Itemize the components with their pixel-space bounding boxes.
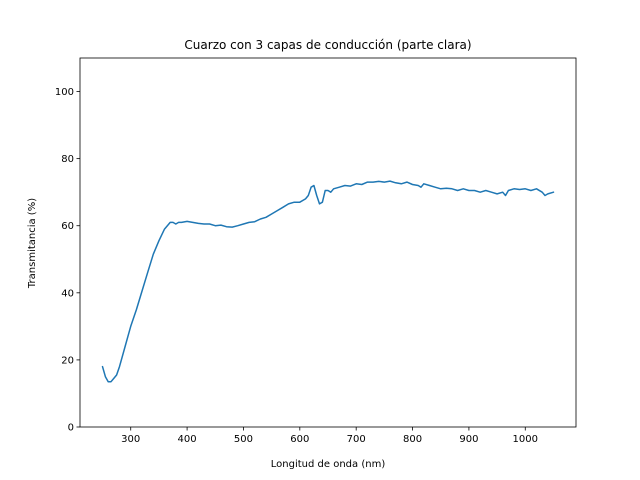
x-tick-label: 900 — [459, 434, 478, 445]
x-tick-label: 400 — [178, 434, 197, 445]
plot-frame — [79, 57, 577, 428]
y-tick-label: 40 — [61, 288, 74, 299]
x-tick-label: 700 — [347, 434, 366, 445]
x-tick-label: 300 — [121, 434, 140, 445]
x-axis-label: Longitud de onda (nm) — [271, 459, 386, 470]
y-tick-label: 20 — [61, 355, 74, 366]
y-tick-label: 100 — [55, 87, 74, 98]
x-tick-label: 600 — [290, 434, 309, 445]
chart-title: Cuarzo con 3 capas de conducción (parte … — [184, 38, 471, 52]
y-tick-label: 60 — [61, 221, 74, 232]
y-axis-label: Transmitancia (%) — [27, 198, 38, 289]
x-tick-label: 500 — [234, 434, 253, 445]
y-tick-label: 0 — [68, 423, 74, 434]
x-tick-label: 1000 — [513, 434, 538, 445]
series-line-1 — [101, 180, 555, 383]
x-tick-label: 800 — [403, 434, 422, 445]
y-tick-label: 80 — [61, 154, 74, 165]
plot-area: 300 400 500 600 700 800 900 1000 0 20 40 60 80 100 — [55, 57, 577, 445]
